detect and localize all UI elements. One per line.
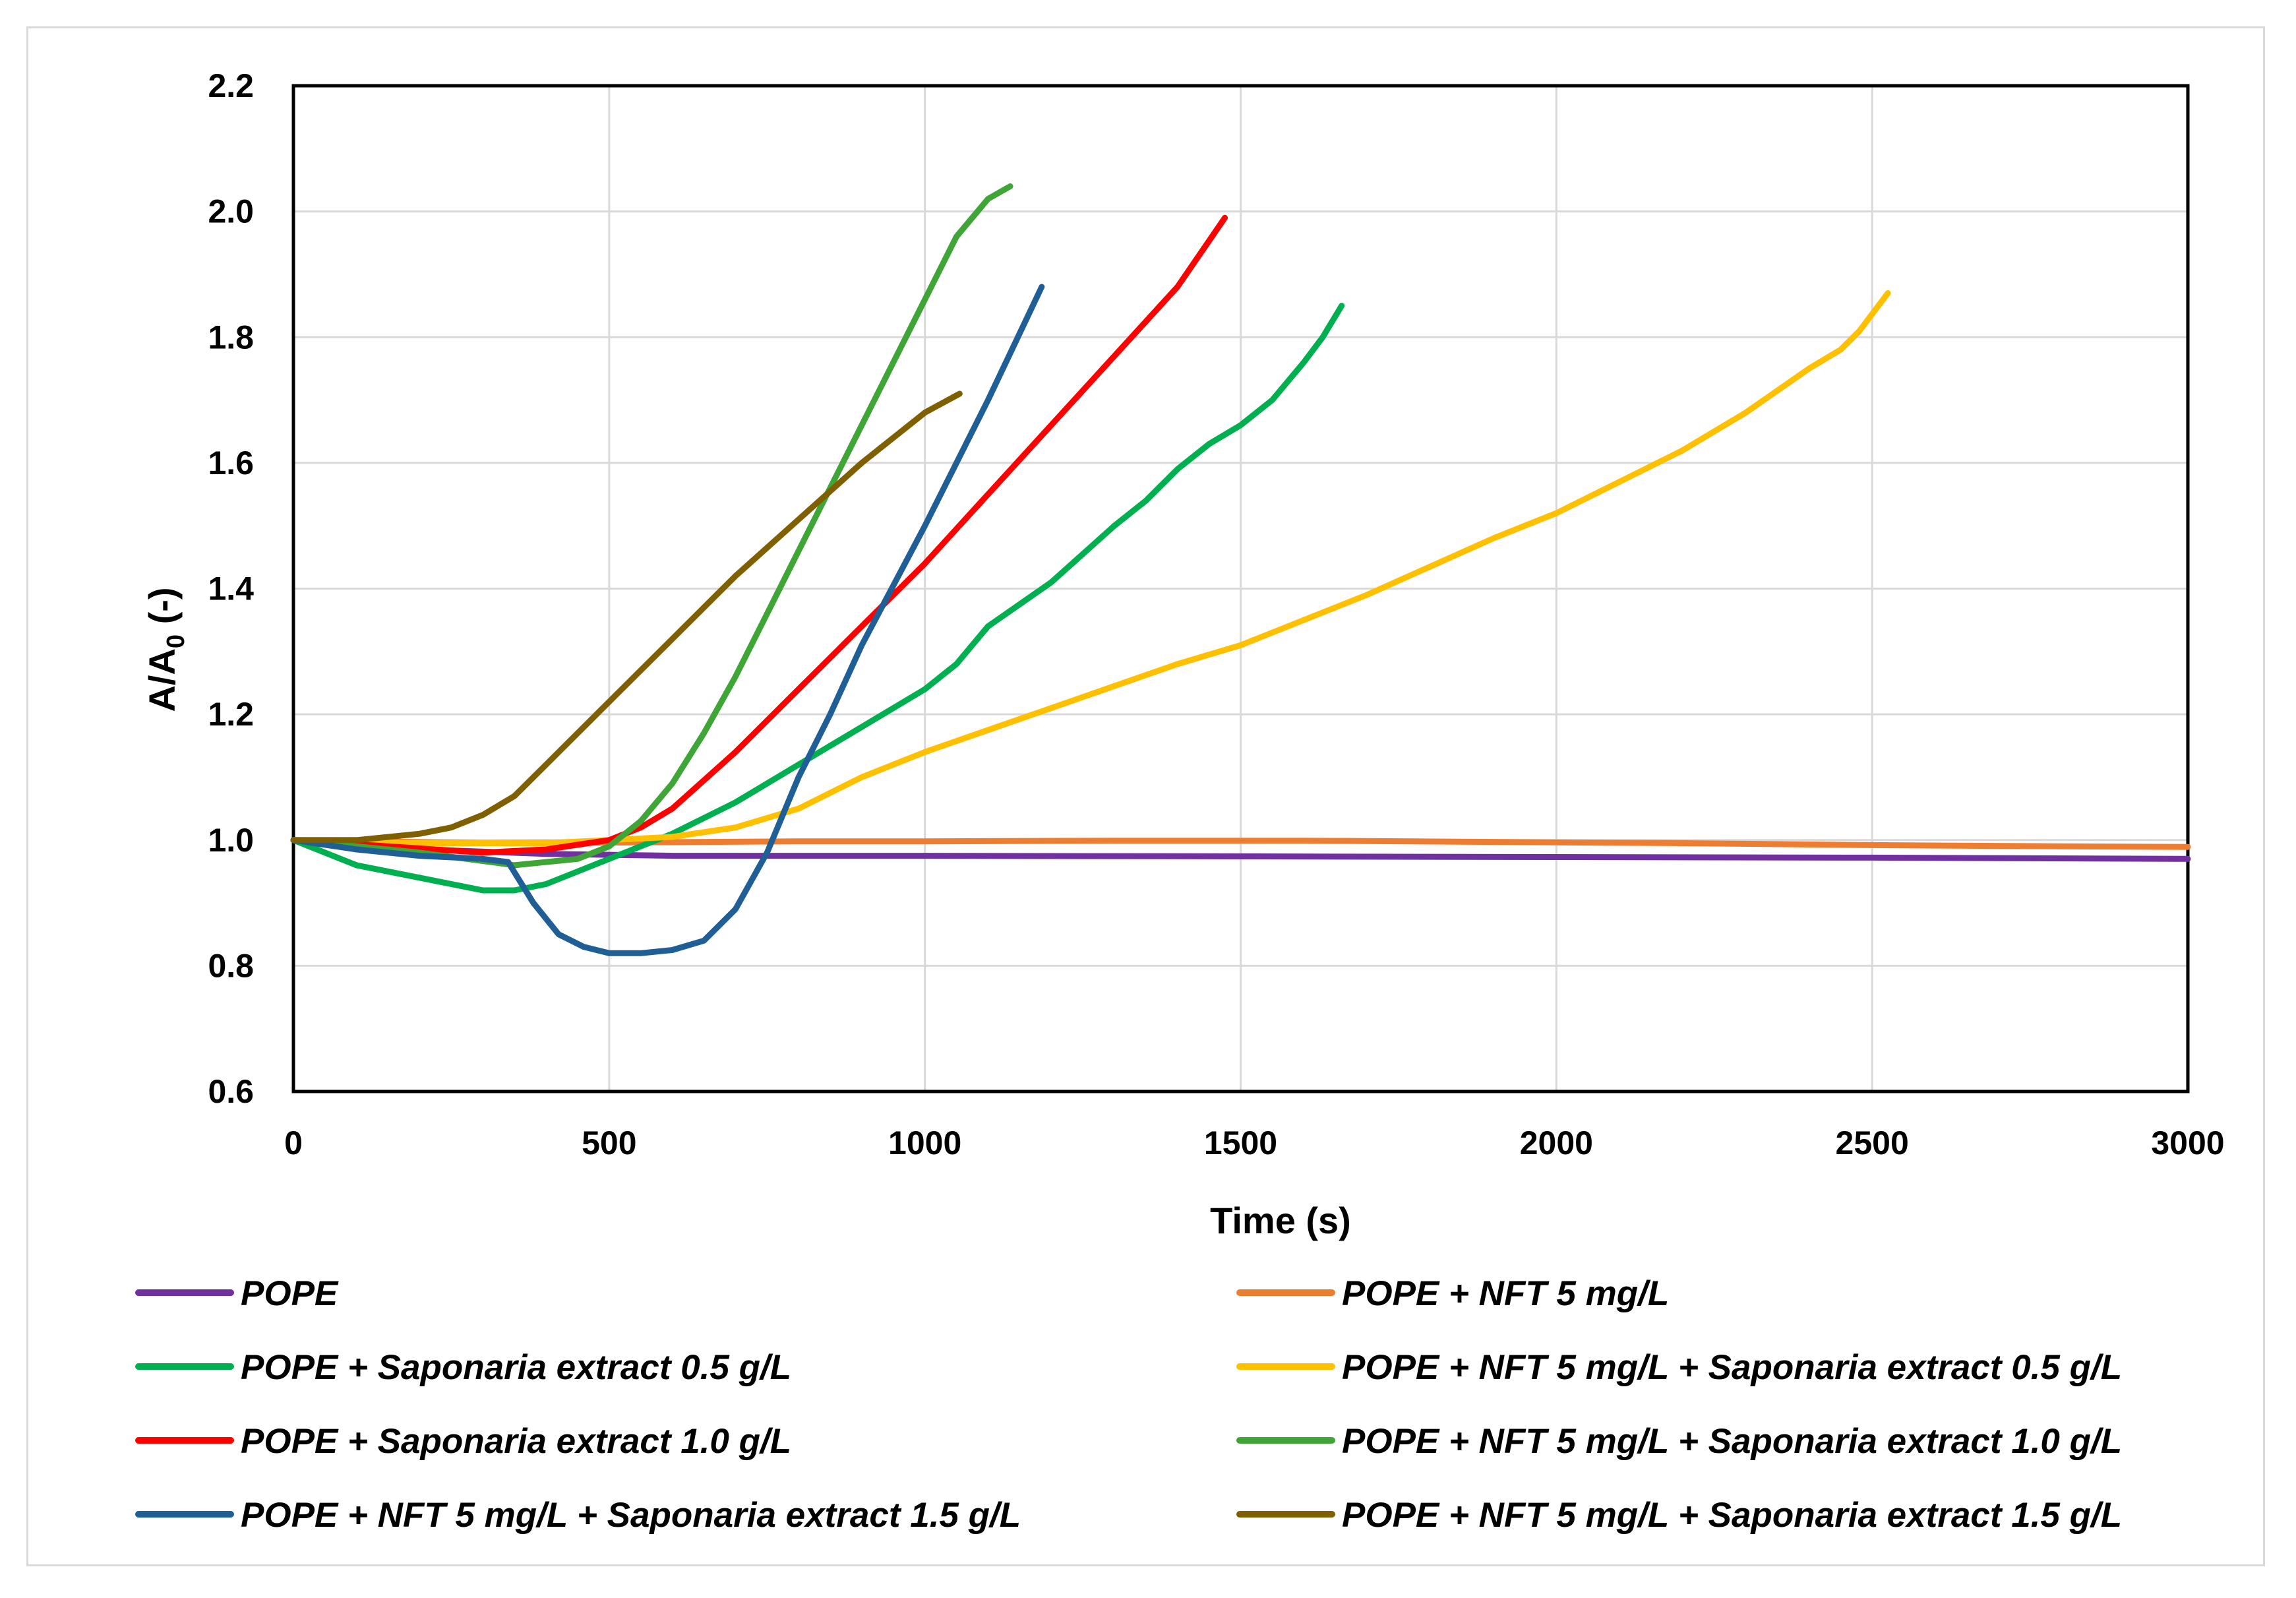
y-tick-label: 1.6 xyxy=(208,445,254,481)
y-tick-label: 0.8 xyxy=(208,947,254,984)
legend-label: POPE + NFT 5 mg/L + Saponaria extract 1.… xyxy=(241,1496,1021,1535)
series-line-2 xyxy=(290,303,1345,894)
figure-frame xyxy=(26,26,2265,1566)
x-tick-label: 2000 xyxy=(1520,1124,1593,1161)
legend-item: POPE + Saponaria extract 0.5 g/L xyxy=(135,1348,791,1387)
x-axis-ticks: 0 500 1000 1500 2000 2500 3000 xyxy=(284,1124,2225,1161)
series-line-5 xyxy=(290,183,1013,869)
y-tick-label: 1.4 xyxy=(208,570,254,607)
y-tick-label: 2.2 xyxy=(208,67,254,104)
legend-item: POPE + NFT 5 mg/L xyxy=(1236,1274,1669,1313)
y-tick-label: 1.8 xyxy=(208,319,254,355)
x-tick-label: 3000 xyxy=(2151,1124,2224,1161)
series-line-7 xyxy=(290,390,963,844)
legend-item: POPE + NFT 5 mg/L + Saponaria extract 1.… xyxy=(135,1496,1021,1535)
legend-label: POPE + NFT 5 mg/L xyxy=(1342,1274,1669,1313)
legend: POPE POPE + NFT 5 mg/L POPE + Saponaria ex… xyxy=(135,1274,2122,1535)
x-axis-title: Time (s) xyxy=(1210,1200,1351,1241)
legend-label: POPE + Saponaria extract 1.0 g/L xyxy=(241,1422,791,1461)
y-axis-title-subscript: 0 xyxy=(162,634,190,648)
x-tick-label: 1500 xyxy=(1204,1124,1277,1161)
series-line-4 xyxy=(290,214,1228,856)
legend-item: POPE xyxy=(135,1274,339,1313)
legend-label: POPE + NFT 5 mg/L + Saponaria extract 1.… xyxy=(1342,1422,2122,1461)
x-tick-label: 2500 xyxy=(1836,1124,1909,1161)
series-line-6 xyxy=(290,284,1045,956)
legend-label: POPE + Saponaria extract 0.5 g/L xyxy=(241,1348,791,1387)
y-tick-label: 1.2 xyxy=(208,696,254,733)
y-axis-title-suffix: (-) xyxy=(141,587,183,634)
y-tick-label: 0.6 xyxy=(208,1073,254,1110)
x-tick-label: 0 xyxy=(284,1124,303,1161)
legend-item: POPE + NFT 5 mg/L + Saponaria extract 1.… xyxy=(1236,1422,2122,1461)
legend-label: POPE + NFT 5 mg/L + Saponaria extract 0.… xyxy=(1342,1348,2122,1387)
y-tick-label: 2.0 xyxy=(208,193,254,230)
series-layer xyxy=(290,183,2191,956)
legend-item: POPE + Saponaria extract 1.0 g/L xyxy=(135,1422,791,1461)
legend-label: POPE xyxy=(241,1274,339,1313)
svg-text:A/A0 (-): A/A0 (-) xyxy=(141,587,190,712)
series-line-3 xyxy=(290,290,1891,846)
x-tick-label: 1000 xyxy=(888,1124,961,1161)
legend-item: POPE + NFT 5 mg/L + Saponaria extract 1.… xyxy=(1236,1496,2122,1535)
y-axis-ticks: 0.6 0.8 1.0 1.2 1.4 1.6 1.8 2.0 2.2 xyxy=(208,67,254,1110)
legend-item: POPE + NFT 5 mg/L + Saponaria extract 0.… xyxy=(1236,1348,2122,1387)
x-tick-label: 500 xyxy=(582,1124,636,1161)
y-axis-title: A/A0 (-) xyxy=(141,587,190,712)
y-tick-label: 1.0 xyxy=(208,822,254,859)
plot-area-border xyxy=(291,84,2190,1093)
y-axis-title-main: A/A xyxy=(141,648,183,712)
legend-label: POPE + NFT 5 mg/L + Saponaria extract 1.… xyxy=(1342,1496,2122,1535)
